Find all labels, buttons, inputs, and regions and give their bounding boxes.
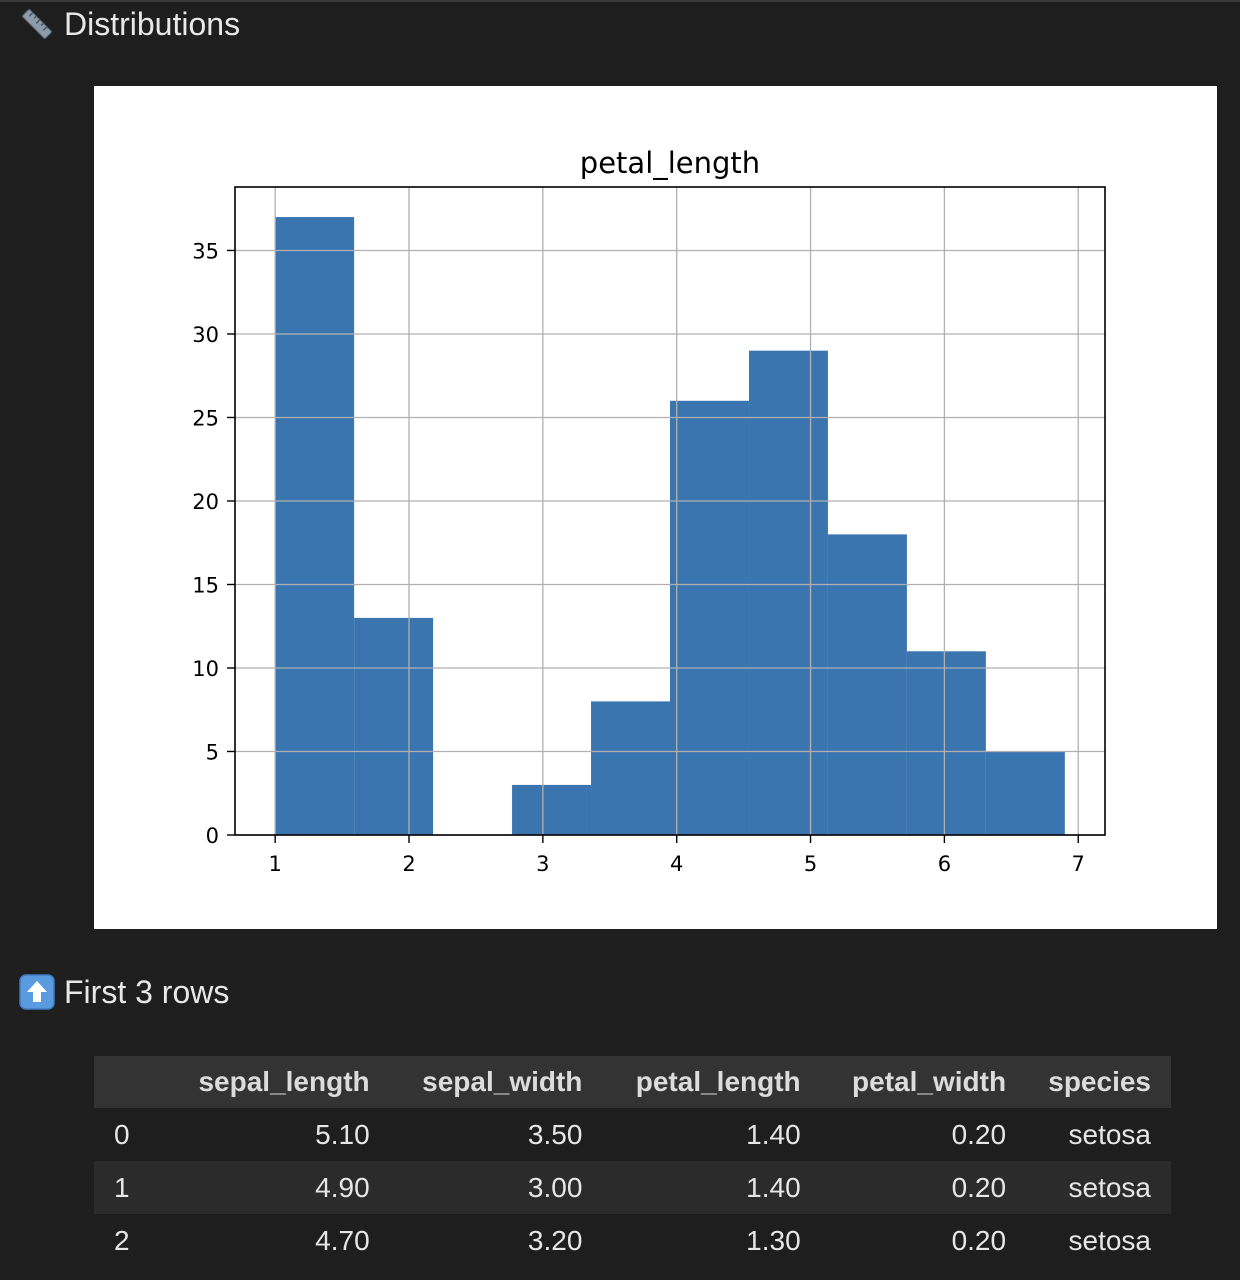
x-tick-label: 6 [938, 852, 951, 876]
row-index: 2 [114, 1224, 130, 1256]
column-header-sepal-width: sepal_width [422, 1066, 583, 1097]
cell-species: setosa [1068, 1171, 1152, 1203]
y-tick-label: 25 [192, 406, 219, 430]
table-row: 1 4.90 3.00 1.40 0.20 setosa [94, 1161, 1171, 1214]
section-title-first-rows: First 3 rows [64, 973, 230, 1010]
cell-petal-length: 1.30 [746, 1224, 801, 1256]
y-tick-label: 35 [192, 239, 219, 263]
column-header-species: species [1048, 1066, 1151, 1097]
section-header-distributions: Distributions [18, 2, 240, 46]
cell-petal-length: 1.40 [746, 1171, 801, 1203]
x-tick-label: 5 [804, 852, 817, 876]
cell-sepal-length: 4.90 [315, 1171, 370, 1203]
histogram-bar [354, 617, 434, 835]
y-tick-label: 15 [192, 573, 219, 597]
x-tick-label: 4 [670, 852, 683, 876]
cell-species: setosa [1068, 1118, 1152, 1150]
histogram-bar [512, 784, 592, 835]
column-header-sepal-length: sepal_length [198, 1066, 370, 1097]
x-tick-label: 3 [536, 852, 549, 876]
histogram-bar [985, 751, 1065, 835]
x-tick-label: 2 [402, 852, 415, 876]
column-header-petal-width: petal_width [852, 1066, 1007, 1097]
cell-petal-width: 0.20 [951, 1118, 1007, 1150]
data-table: sepal_length sepal_width petal_length pe… [94, 1056, 1171, 1267]
cell-sepal-width: 3.00 [527, 1171, 583, 1203]
ruler-icon [18, 5, 56, 43]
y-tick-label: 20 [192, 490, 219, 514]
cell-species: setosa [1068, 1224, 1152, 1256]
x-tick-label: 7 [1072, 852, 1085, 876]
data-table-wrapper: sepal_length sepal_width petal_length pe… [94, 1056, 1171, 1267]
table-row: 0 5.10 3.50 1.40 0.20 setosa [94, 1108, 1171, 1161]
chart-title: petal_length [580, 146, 760, 180]
histogram-bar [591, 701, 670, 835]
section-header-first-rows: First 3 rows [18, 970, 229, 1014]
up-arrow-icon [18, 973, 56, 1011]
histogram-chart: 1 2 3 4 5 6 7 0 5 10 15 20 25 30 35 petal_length [192, 146, 1106, 876]
row-index: 1 [114, 1171, 130, 1203]
histogram-bar [827, 534, 907, 835]
histogram-figure: 1 2 3 4 5 6 7 0 5 10 15 20 25 30 35 petal_length [94, 86, 1217, 929]
x-tick-label: 1 [268, 852, 281, 876]
section-title-distributions: Distributions [64, 5, 241, 42]
histogram-bar [670, 400, 749, 835]
cell-sepal-width: 3.20 [527, 1224, 583, 1256]
histogram-bar [748, 350, 828, 835]
cell-petal-length: 1.40 [746, 1118, 801, 1150]
column-header-petal-length: petal_length [635, 1066, 801, 1097]
cell-sepal-width: 3.50 [527, 1118, 583, 1150]
histogram-bar [275, 217, 355, 835]
y-tick-label: 30 [192, 323, 219, 347]
top-divider [0, 0, 1240, 2]
column-header-index [94, 1056, 164, 1108]
y-tick-label: 5 [206, 740, 219, 764]
table-row: 2 4.70 3.20 1.30 0.20 setosa [94, 1214, 1171, 1267]
y-tick-label: 0 [206, 824, 219, 848]
y-tick-label: 10 [192, 657, 219, 681]
row-index: 0 [114, 1118, 130, 1150]
cell-petal-width: 0.20 [951, 1224, 1007, 1256]
table-header-row: sepal_length sepal_width petal_length pe… [94, 1056, 1171, 1108]
histogram-bar [906, 651, 986, 835]
plot-frame [234, 186, 1106, 836]
cell-petal-width: 0.20 [951, 1171, 1007, 1203]
cell-sepal-length: 4.70 [315, 1224, 370, 1256]
cell-sepal-length: 5.10 [315, 1118, 370, 1150]
